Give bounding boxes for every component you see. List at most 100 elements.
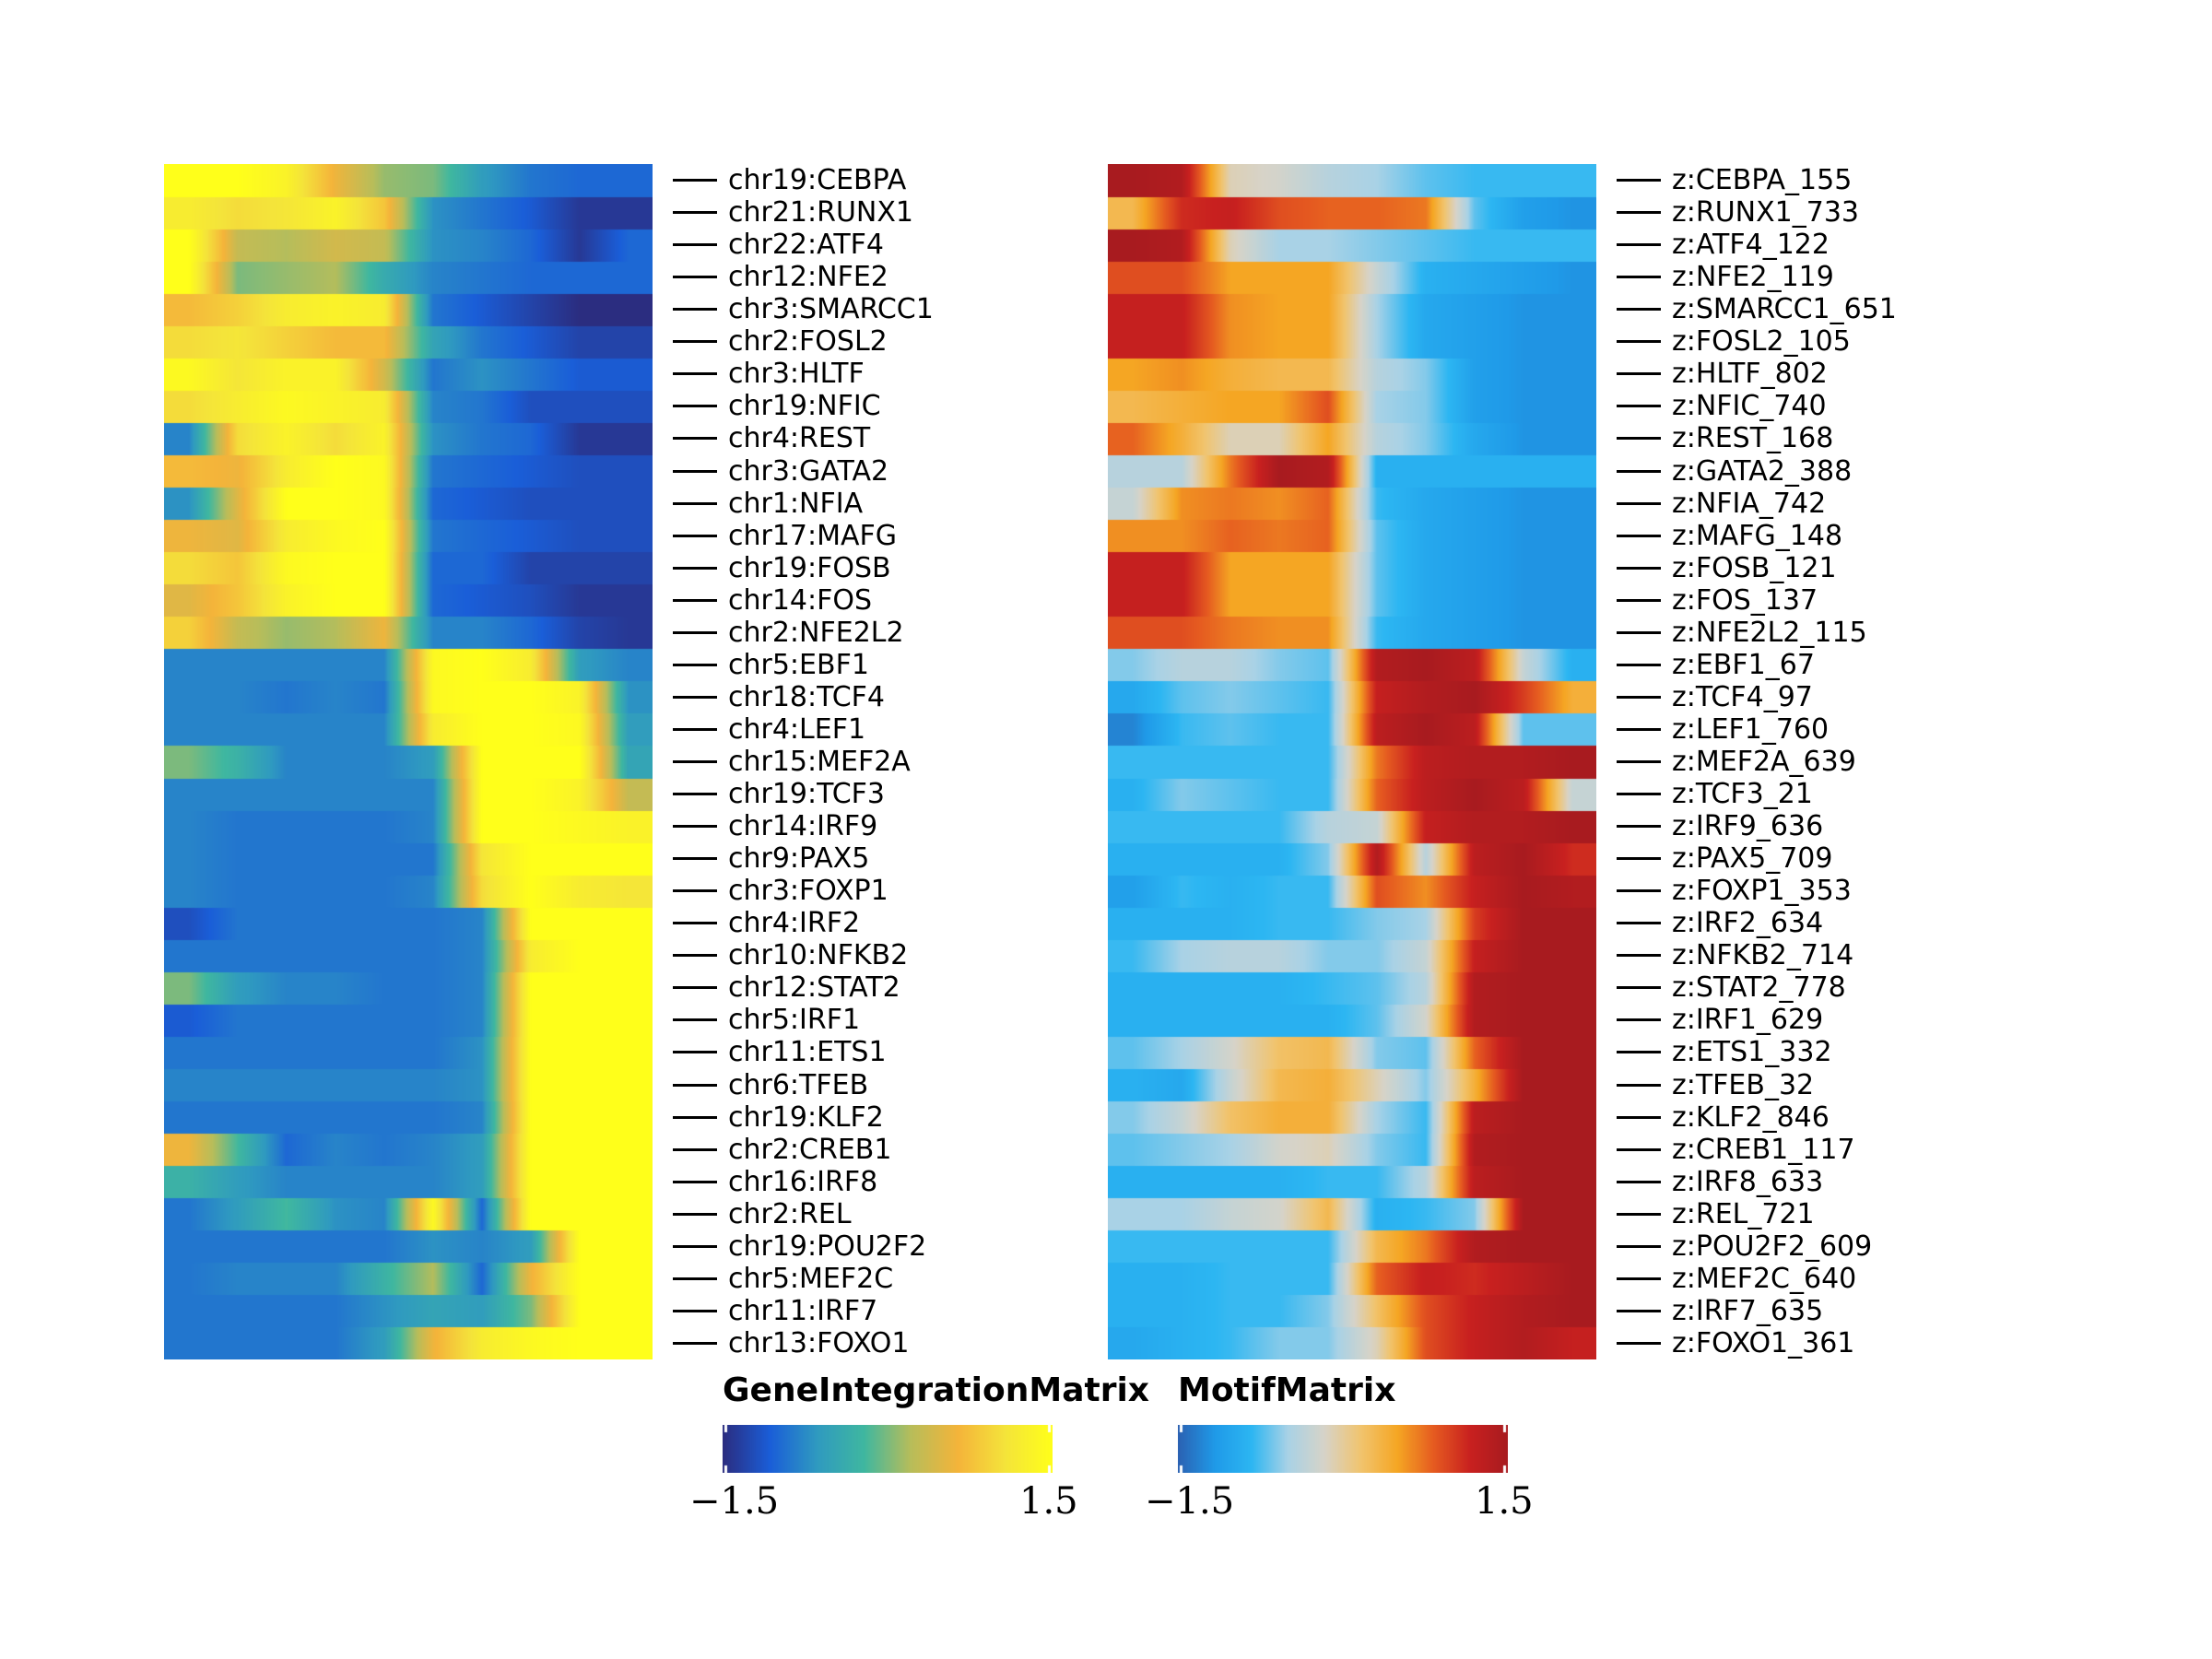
row-label: z:FOSL2_105 [1617, 325, 1851, 358]
row-tick [1617, 1083, 1661, 1087]
row-label-text: chr4:REST [728, 422, 871, 455]
row-label-text: chr5:MEF2C [728, 1262, 894, 1295]
row-label: chr17:MAFG [673, 520, 897, 552]
row-label: chr5:MEF2C [673, 1263, 893, 1295]
row-tick [1617, 308, 1661, 312]
row-tick [673, 1180, 717, 1183]
row-tick [1617, 857, 1661, 861]
row-label-text: chr11:ETS1 [728, 1036, 887, 1069]
row-label-text: z:CEBPA_155 [1672, 164, 1853, 197]
row-tick [1617, 1115, 1661, 1119]
row-label: z:IRF8_633 [1617, 1166, 1823, 1198]
row-label-text: chr3:FOXP1 [728, 875, 888, 908]
row-label-text: z:REST_168 [1672, 422, 1834, 455]
row-tick [1617, 663, 1661, 666]
row-label: chr4:LEF1 [673, 713, 865, 746]
row-label-text: z:PAX5_709 [1672, 842, 1833, 876]
row-label-text: chr12:NFE2 [728, 261, 888, 294]
row-label: chr2:FOSL2 [673, 325, 888, 358]
row-tick [1617, 211, 1661, 215]
row-label-text: z:CREB1_117 [1672, 1133, 1855, 1166]
row-label-text: chr4:IRF2 [728, 907, 861, 940]
row-label: z:FOSB_121 [1617, 552, 1837, 584]
row-tick [1617, 1309, 1661, 1312]
row-tick [1617, 179, 1661, 182]
row-label: chr5:IRF1 [673, 1004, 860, 1036]
row-label-text: chr17:MAFG [728, 519, 898, 552]
row-label: chr3:GATA2 [673, 455, 888, 488]
row-label: z:SMARCC1_651 [1617, 293, 1897, 325]
row-label-text: z:FOS_137 [1672, 583, 1818, 617]
motif-legend-min: −1.5 [1145, 1480, 1235, 1523]
row-label: z:PAX5_709 [1617, 842, 1832, 875]
row-label-text: z:NFE2L2_115 [1672, 616, 1867, 649]
row-tick [673, 437, 717, 441]
row-label: z:IRF9_636 [1617, 810, 1823, 842]
row-label: z:STAT2_778 [1617, 971, 1846, 1004]
row-label-text: chr15:MEF2A [728, 746, 911, 778]
row-label-text: z:RUNX1_733 [1672, 196, 1859, 229]
row-tick [673, 566, 717, 570]
row-label: chr5:EBF1 [673, 649, 869, 681]
row-label-text: chr5:IRF1 [728, 1004, 861, 1037]
row-tick [673, 1018, 717, 1022]
row-label: chr19:FOSB [673, 552, 891, 584]
row-label: z:MAFG_148 [1617, 520, 1842, 552]
row-tick [1617, 276, 1661, 279]
row-label: z:ATF4_122 [1617, 229, 1830, 261]
motif-legend: MotifMatrix −1.5 1.5 [1145, 1371, 1534, 1523]
row-label-text: z:GATA2_388 [1672, 454, 1853, 488]
gene-legend-max: 1.5 [1019, 1480, 1078, 1523]
row-label-text: chr16:IRF8 [728, 1165, 878, 1198]
row-tick [1617, 437, 1661, 441]
row-label: chr15:MEF2A [673, 746, 911, 778]
row-label-text: z:TCF3_21 [1672, 778, 1813, 811]
row-tick [673, 857, 717, 861]
row-label: chr2:NFE2L2 [673, 617, 904, 649]
row-label-text: z:KLF2_846 [1672, 1100, 1830, 1134]
row-tick [1617, 501, 1661, 505]
row-label: chr12:NFE2 [673, 261, 888, 293]
row-label: z:IRF2_634 [1617, 907, 1823, 939]
row-label-text: z:MEF2A_639 [1672, 746, 1856, 778]
row-tick [673, 663, 717, 666]
row-tick [673, 469, 717, 473]
row-label-text: chr14:FOS [728, 583, 873, 617]
row-tick [1617, 922, 1661, 925]
row-label: z:IRF7_635 [1617, 1295, 1823, 1327]
row-tick [1617, 889, 1661, 893]
row-label-text: z:ETS1_332 [1672, 1036, 1832, 1069]
row-tick [1617, 534, 1661, 537]
row-tick [673, 922, 717, 925]
row-label-text: chr2:NFE2L2 [728, 616, 904, 649]
row-label: chr19:TCF3 [673, 778, 885, 810]
row-tick [1617, 1051, 1661, 1054]
row-label: z:NFKB2_714 [1617, 939, 1853, 971]
row-label-text: chr5:EBF1 [728, 648, 869, 681]
row-label-text: z:IRF2_634 [1672, 907, 1824, 940]
row-label: z:GATA2_388 [1617, 455, 1852, 488]
row-label-text: z:HLTF_802 [1672, 358, 1828, 391]
row-label: chr19:POU2F2 [673, 1230, 926, 1263]
row-tick [1617, 793, 1661, 796]
row-label-text: chr4:LEF1 [728, 712, 866, 746]
row-label-text: chr19:FOSB [728, 551, 891, 584]
gene-integration-legend: GeneIntegrationMatrix −1.5 1.5 [689, 1371, 1150, 1523]
row-label: chr1:NFIA [673, 488, 863, 520]
row-label: z:RUNX1_733 [1617, 196, 1859, 229]
row-label-text: chr1:NFIA [728, 487, 864, 520]
row-label-text: chr12:STAT2 [728, 971, 900, 1005]
row-tick [1617, 1018, 1661, 1022]
row-label: chr2:REL [673, 1198, 852, 1230]
row-label: z:HLTF_802 [1617, 358, 1828, 390]
row-label-text: z:TCF4_97 [1672, 680, 1813, 713]
row-tick [1617, 1277, 1661, 1280]
row-tick [673, 727, 717, 731]
gene-row-labels: chr19:CEBPA chr21:RUNX1 chr22:ATF4 chr12:NF… [673, 164, 1060, 1359]
row-label-text: z:POU2F2_609 [1672, 1230, 1873, 1263]
row-label: z:REL_721 [1617, 1198, 1815, 1230]
row-label: chr19:KLF2 [673, 1101, 884, 1134]
row-tick [673, 308, 717, 312]
gene-legend-title: GeneIntegrationMatrix [723, 1371, 1150, 1409]
